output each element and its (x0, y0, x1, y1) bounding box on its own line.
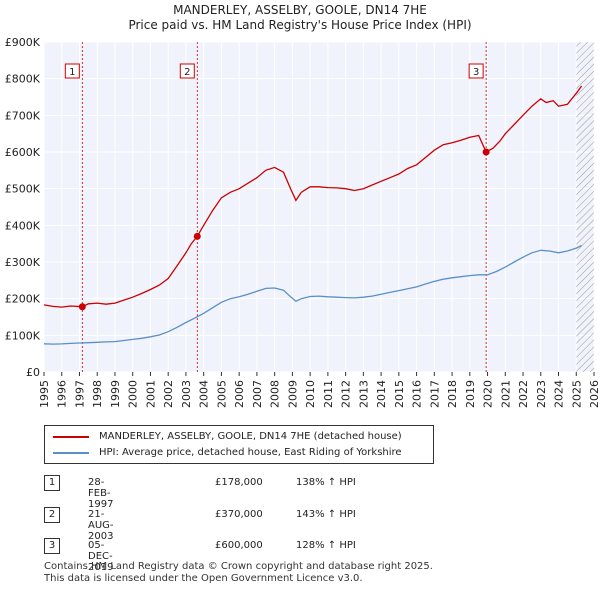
chart-title: MANDERLEY, ASSELBY, GOOLE, DN14 7HE (173, 3, 427, 17)
transaction-hpi: 138% ↑ HPI (296, 477, 356, 488)
x-tick-label: 1998 (91, 380, 104, 408)
price-chart: 1 2 3 £0 £100K £200K £300K £400K £500K £600K £700K… (5, 36, 600, 408)
x-tick-label: 2026 (588, 380, 600, 408)
x-tick-label: 2002 (162, 380, 175, 408)
sale-label-box (179, 63, 195, 79)
legend-label-property: MANDERLEY, ASSELBY, GOOLE, DN14 7HE (det… (99, 431, 402, 442)
y-tick-label: £100K (5, 329, 41, 342)
x-tick-label: 2018 (446, 380, 459, 408)
x-tick-label: 2001 (144, 380, 157, 408)
chart-subtitle: Price paid vs. HM Land Registry's House … (128, 18, 472, 32)
y-tick-label: £700K (5, 109, 41, 122)
plot-area (44, 42, 594, 372)
x-tick-label: 2003 (180, 380, 193, 408)
transaction-price: £178,000 (215, 477, 263, 488)
hpi-line (43, 244, 582, 345)
x-tick-label: 2023 (535, 380, 548, 408)
transaction-number: 1 (44, 475, 60, 491)
x-tick-label: 2005 (215, 380, 228, 408)
sale-label: 2 (184, 67, 190, 78)
x-tick-label: 2010 (304, 380, 317, 408)
sale-point (78, 303, 86, 311)
x-tick-label: 2024 (553, 380, 566, 408)
legend-swatch-hpi (53, 452, 89, 454)
x-tick-label: 2000 (127, 380, 140, 408)
property-price-line (43, 85, 583, 308)
x-tick-label: 2004 (198, 380, 211, 408)
x-tick-label: 1999 (109, 380, 122, 408)
transaction-price: £370,000 (215, 509, 263, 520)
x-tick-label: 1997 (73, 380, 86, 408)
x-tick-label: 2017 (428, 380, 441, 408)
x-tick-label: 2014 (375, 380, 388, 408)
x-tick-label: 2016 (411, 380, 424, 408)
transaction-number: 3 (44, 538, 60, 554)
x-tick-label: 2012 (340, 380, 353, 408)
hatch-region (576, 42, 594, 372)
transaction-date: 05-DEC-2019 (88, 540, 114, 573)
legend-label-hpi: HPI: Average price, detached house, East… (99, 447, 402, 458)
legend-swatch-property (53, 436, 89, 438)
x-tick-label: 2011 (322, 380, 335, 408)
x-tick-label: 2006 (233, 380, 246, 408)
x-tick-label: 2020 (482, 380, 495, 408)
transaction-date: 28-FEB-1997 (88, 477, 114, 510)
x-tick-label: 2013 (357, 380, 370, 408)
x-tick-label: 2008 (269, 380, 282, 408)
transaction-hpi: 143% ↑ HPI (296, 509, 356, 520)
x-tick-label: 2022 (517, 380, 530, 408)
y-tick-label: £200K (5, 293, 41, 306)
x-tick-label: 2019 (464, 380, 477, 408)
y-tick-label: £800K (5, 73, 41, 86)
x-tick-label: 1995 (38, 380, 51, 408)
footer-licence: This data is licensed under the Open Gov… (44, 573, 363, 584)
footer-copyright: Contains HM Land Registry data © Crown c… (44, 561, 433, 572)
transaction-date: 21-AUG-2003 (88, 509, 114, 542)
sale-label-box (64, 63, 80, 79)
y-tick-label: £300K (5, 256, 41, 269)
y-tick-label: £900K (5, 36, 41, 49)
legend: MANDERLEY, ASSELBY, GOOLE, DN14 7HE (det… (44, 425, 434, 464)
x-tick-label: 2015 (393, 380, 406, 408)
sale-label: 3 (473, 67, 479, 78)
x-tick-label: 2009 (286, 380, 299, 408)
transaction-hpi: 128% ↑ HPI (296, 540, 356, 551)
sale-point (193, 232, 201, 240)
transaction-price: £600,000 (215, 540, 263, 551)
x-tick-label: 2007 (251, 380, 264, 408)
sale-label: 1 (69, 67, 75, 78)
y-tick-label: £400K (5, 219, 41, 232)
y-tick-label: £600K (5, 146, 41, 159)
transaction-number: 2 (44, 507, 60, 523)
y-tick-label: £0 (26, 366, 40, 379)
x-tick-label: 2021 (499, 380, 512, 408)
sale-point (482, 148, 490, 156)
sale-label-box (468, 63, 484, 79)
y-tick-label: £500K (5, 183, 41, 196)
x-tick-label: 1996 (56, 380, 69, 408)
x-tick-label: 2025 (570, 380, 583, 408)
